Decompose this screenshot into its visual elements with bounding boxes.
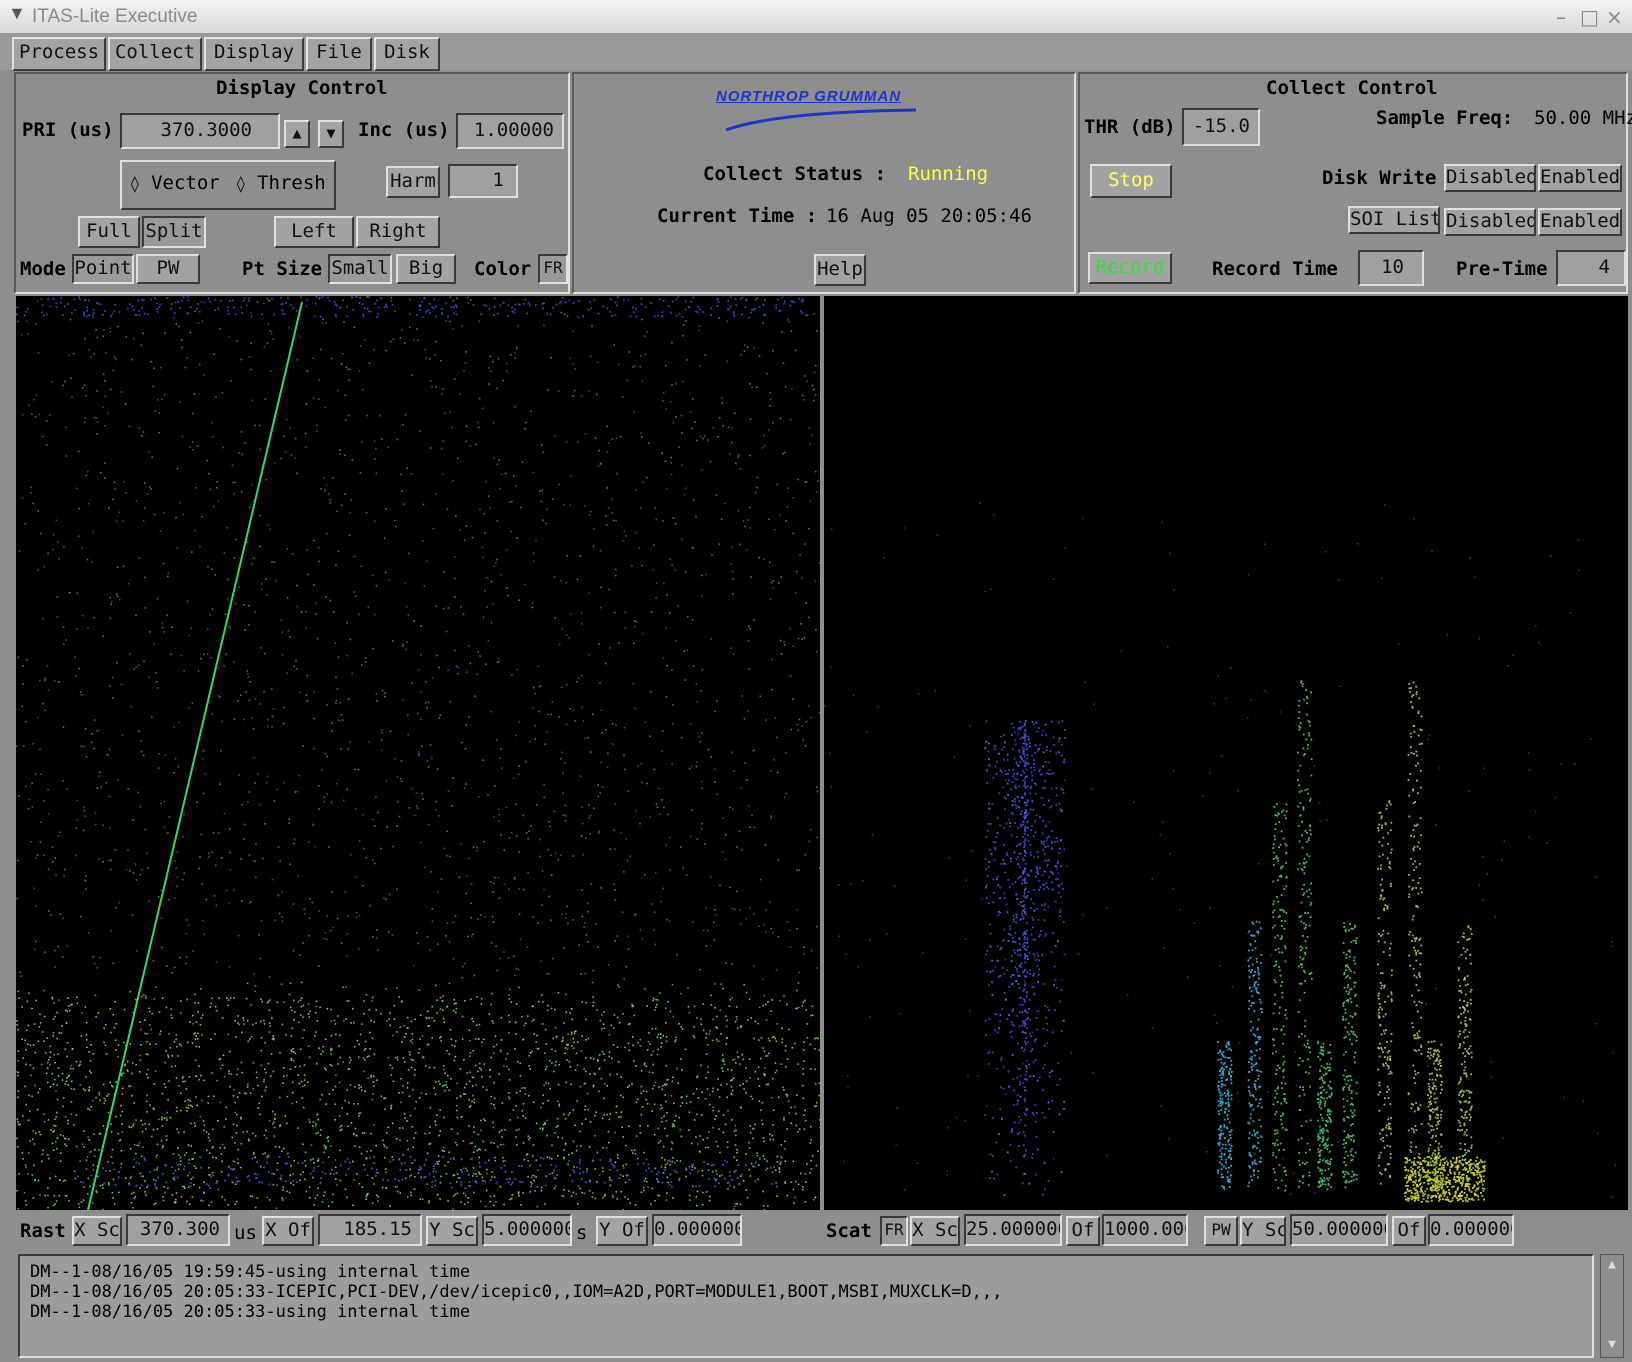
close-icon[interactable]: × <box>1606 5 1623 29</box>
collect-status-label: Collect Status : <box>703 163 887 185</box>
soi-list-button[interactable]: SOI List <box>1348 206 1440 234</box>
pre-time-label: Pre-Time <box>1456 258 1548 280</box>
rast-xsc-field[interactable]: 370.300 <box>126 1214 230 1246</box>
color-fr-button[interactable]: FR <box>538 254 568 284</box>
disk-write-disabled-button[interactable]: Disabled <box>1444 164 1536 192</box>
soi-enabled-button[interactable]: Enabled <box>1538 208 1622 236</box>
big-button[interactable]: Big <box>396 254 456 284</box>
scat-ysc-field[interactable]: 50.000000 <box>1290 1214 1388 1246</box>
display-control-title: Display Control <box>216 77 388 99</box>
pri-label: PRI (us) <box>22 119 114 141</box>
soi-disabled-button[interactable]: Disabled <box>1444 208 1536 236</box>
vector-label: Vector <box>151 172 220 194</box>
thr-label: THR (dB) <box>1084 116 1176 138</box>
rast-xof-button[interactable]: X Of <box>262 1216 314 1246</box>
scroll-down-icon[interactable]: ▼ <box>1608 1337 1616 1352</box>
disk-write-label: Disk Write <box>1322 167 1437 189</box>
rast-label: Rast <box>20 1220 66 1242</box>
harm-button[interactable]: Harm <box>386 166 440 198</box>
diamond-radio-icon: ◊ <box>130 174 140 193</box>
rast-xsc-unit: us <box>234 1222 257 1244</box>
raster-plot[interactable] <box>16 296 820 1210</box>
console-line: DM--1-08/16/05 20:05:33-ICEPIC,PCI-DEV,/… <box>30 1282 1003 1302</box>
scat-label: Scat <box>826 1220 872 1242</box>
scat-xsc-button[interactable]: X Sc <box>910 1216 960 1246</box>
console-line: DM--1-08/16/05 19:59:45-using internal t… <box>30 1262 471 1282</box>
rast-xsc-button[interactable]: X Sc <box>72 1216 122 1246</box>
logo-text: NORTHROP GRUMMAN <box>716 88 902 105</box>
window-title: ITAS-Lite Executive <box>32 6 198 27</box>
console-line: DM--1-08/16/05 20:05:33-using internal t… <box>30 1302 471 1322</box>
full-button[interactable]: Full <box>78 216 140 248</box>
message-console[interactable]: DM--1-08/16/05 19:59:45-using internal t… <box>18 1254 1594 1358</box>
inc-label: Inc (us) <box>358 119 450 141</box>
point-button[interactable]: Point <box>72 254 134 284</box>
scat-ysc-button[interactable]: Y Sc <box>1240 1216 1286 1246</box>
rast-yof-button[interactable]: Y Of <box>596 1216 648 1246</box>
help-button[interactable]: Help <box>814 254 866 286</box>
small-button[interactable]: Small <box>328 254 392 284</box>
disk-write-enabled-button[interactable]: Enabled <box>1538 164 1622 192</box>
sample-freq-value: 50.00 MHz <box>1534 107 1632 129</box>
render-mode-group <box>120 160 336 210</box>
raster-plot-canvas <box>16 296 820 1210</box>
rast-xof-field[interactable]: 185.15 <box>318 1214 422 1246</box>
northrop-grumman-logo: NORTHROP GRUMMAN <box>716 88 936 134</box>
scat-xsc-field[interactable]: 25.000000 <box>964 1214 1062 1246</box>
tab-file[interactable]: File <box>306 37 372 71</box>
split-button[interactable]: Split <box>142 216 206 248</box>
rast-ysc-field[interactable]: 5.000000 <box>482 1214 572 1246</box>
minimize-icon[interactable]: – <box>1556 5 1566 29</box>
right-button[interactable]: Right <box>356 216 440 248</box>
record-time-field[interactable]: 10 <box>1358 250 1424 286</box>
scat-fr-button[interactable]: FR <box>880 1216 908 1246</box>
scat-xof-field[interactable]: 1000.000 <box>1102 1214 1188 1246</box>
record-time-label: Record Time <box>1212 258 1338 280</box>
pri-down-button[interactable]: ▼ <box>318 120 344 148</box>
pw-button[interactable]: PW <box>136 254 200 284</box>
diamond-radio-icon: ◊ <box>236 174 246 193</box>
scat-yof-field[interactable]: 0.000000 <box>1428 1214 1514 1246</box>
mode-label: Mode <box>20 258 66 280</box>
current-time-label: Current Time : <box>657 205 818 227</box>
rast-yof-field[interactable]: 0.000000 <box>652 1214 742 1246</box>
current-time-value: 16 Aug 05 20:05:46 <box>826 205 1032 227</box>
scatter-plot[interactable] <box>824 296 1628 1210</box>
record-button[interactable]: Record <box>1088 252 1172 284</box>
inc-field[interactable]: 1.00000 <box>456 113 564 149</box>
pt-size-label: Pt Size <box>242 258 323 280</box>
thresh-label: Thresh <box>257 172 326 194</box>
collect-control-title: Collect Control <box>1266 77 1438 99</box>
rast-ysc-button[interactable]: Y Sc <box>426 1216 478 1246</box>
harm-field[interactable]: 1 <box>448 164 518 198</box>
thr-field[interactable]: -15.0 <box>1182 108 1260 146</box>
sample-freq-label: Sample Freq: <box>1376 107 1514 129</box>
maximize-icon[interactable]: □ <box>1580 5 1599 29</box>
scat-pw-button[interactable]: PW <box>1204 1216 1238 1246</box>
color-label: Color <box>474 258 532 280</box>
pre-time-field[interactable]: 4 <box>1556 250 1626 286</box>
logo-swoosh-icon <box>725 108 917 132</box>
title-bar: ▼ ITAS-Lite Executive – □ × <box>0 0 1632 34</box>
vector-radio[interactable]: ◊ Vector <box>130 172 220 194</box>
window-menu-icon[interactable]: ▼ <box>8 3 26 23</box>
tab-process[interactable]: Process <box>12 37 106 71</box>
scatter-plot-canvas <box>824 502 1616 1203</box>
rast-ysc-unit: s <box>576 1222 588 1244</box>
tab-display[interactable]: Display <box>204 37 304 71</box>
stop-button[interactable]: Stop <box>1090 164 1172 198</box>
scroll-up-icon[interactable]: ▲ <box>1608 1257 1616 1272</box>
scat-yof-button[interactable]: Of <box>1392 1216 1426 1246</box>
tab-collect[interactable]: Collect <box>108 37 202 71</box>
tab-bar: Process Collect Display File Disk <box>0 34 1632 71</box>
tab-disk[interactable]: Disk <box>374 37 440 71</box>
left-button[interactable]: Left <box>274 216 354 248</box>
pri-field[interactable]: 370.3000 <box>120 113 280 149</box>
console-scrollbar[interactable]: ▲ ▼ <box>1600 1254 1624 1358</box>
thresh-radio[interactable]: ◊ Thresh <box>236 172 326 194</box>
pri-up-button[interactable]: ▲ <box>284 120 310 148</box>
scat-xof-button[interactable]: Of <box>1066 1216 1100 1246</box>
collect-status-value: Running <box>908 163 989 185</box>
